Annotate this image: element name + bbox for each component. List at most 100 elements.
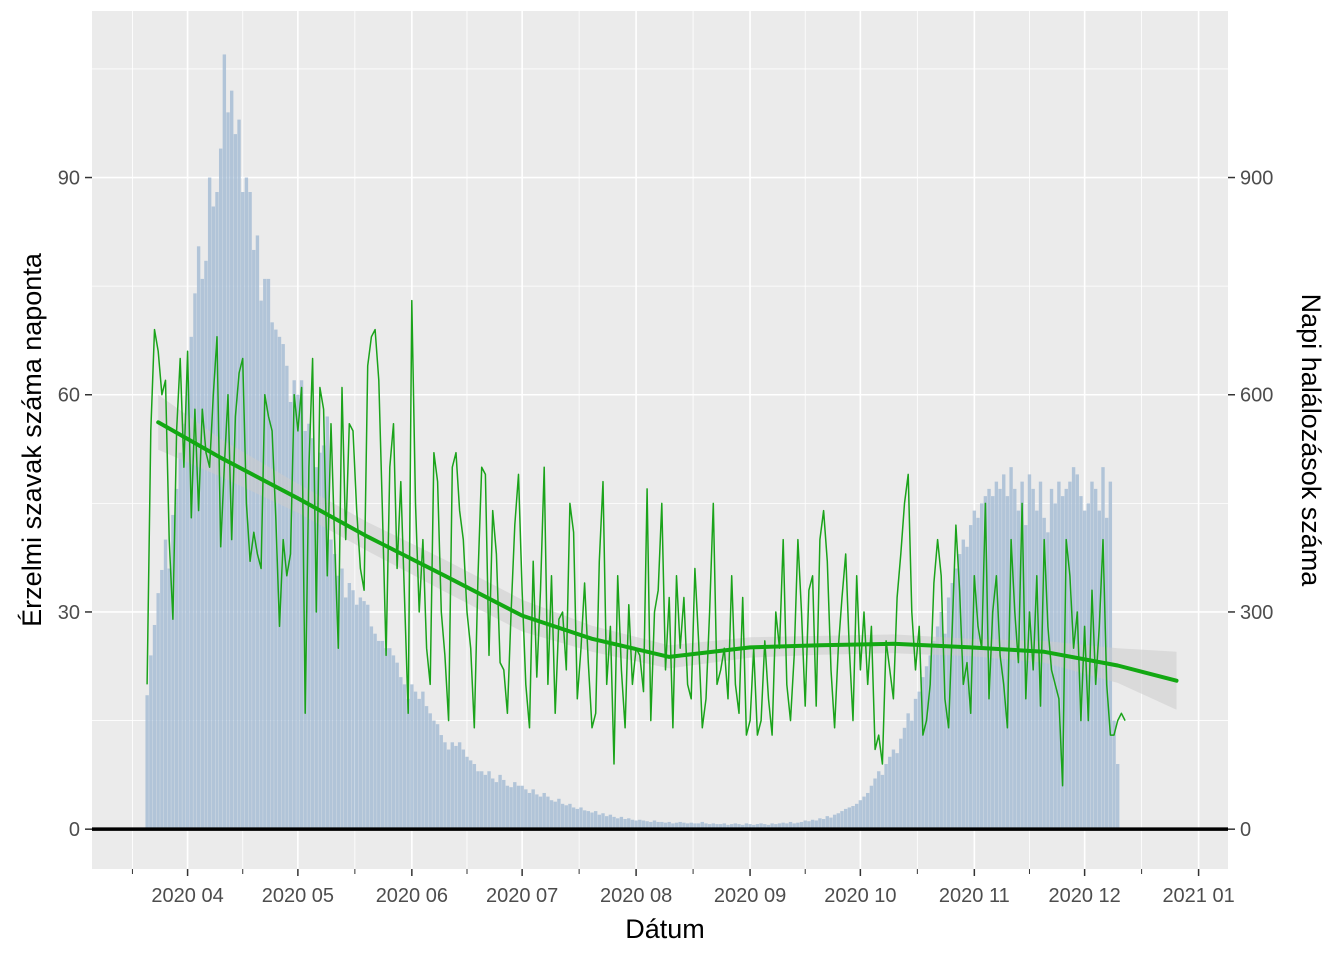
- death-bar: [586, 811, 591, 830]
- death-bar: [428, 713, 432, 830]
- left-axis-title: Érzelmi szavak száma naponta: [17, 252, 47, 627]
- death-bar: [380, 640, 385, 830]
- death-bar: [792, 823, 796, 830]
- death-bar: [707, 824, 712, 830]
- death-bar: [450, 742, 454, 830]
- death-bar: [807, 821, 811, 830]
- death-bar: [215, 192, 219, 830]
- death-bar: [774, 824, 778, 830]
- death-bar: [391, 655, 396, 830]
- death-bar: [399, 677, 403, 830]
- death-bar: [575, 808, 579, 830]
- death-bar: [818, 818, 822, 830]
- death-bar: [406, 698, 410, 830]
- death-bar: [524, 789, 528, 830]
- right-tick-label: 900: [1240, 168, 1273, 190]
- death-bar: [296, 394, 300, 830]
- death-bar: [888, 756, 892, 830]
- death-bar: [321, 445, 326, 830]
- death-bar: [825, 816, 829, 830]
- death-bar: [711, 823, 715, 830]
- death-bar: [270, 322, 274, 830]
- smooth-trend-line: [156, 420, 1179, 683]
- death-bar: [733, 823, 738, 830]
- death-bar: [358, 597, 363, 830]
- death-bar: [612, 816, 616, 830]
- death-bar: [689, 822, 693, 830]
- death-bar: [597, 814, 602, 830]
- death-bar: [1005, 496, 1010, 830]
- death-bar: [939, 611, 943, 830]
- death-bar: [274, 329, 278, 830]
- death-bar: [582, 810, 587, 830]
- death-bar: [163, 539, 168, 830]
- plot-panel: [92, 11, 1228, 869]
- death-bar: [671, 823, 675, 830]
- death-bar: [645, 821, 649, 830]
- x-tick-label: 2020 05: [262, 885, 334, 907]
- death-bar: [748, 824, 752, 830]
- right-tick-label: 300: [1240, 602, 1273, 624]
- death-bar: [899, 738, 903, 830]
- death-bar: [483, 774, 488, 830]
- death-bar: [480, 771, 484, 830]
- death-bar: [987, 488, 991, 830]
- death-bar: [502, 779, 506, 830]
- death-bar: [821, 819, 826, 830]
- death-bar: [652, 820, 657, 830]
- death-bar: [351, 590, 355, 830]
- death-bar: [593, 811, 598, 830]
- death-bar: [862, 796, 866, 830]
- death-bar: [770, 823, 774, 830]
- death-bar: [983, 496, 988, 830]
- death-bar: [340, 568, 344, 830]
- death-bar: [171, 514, 175, 830]
- death-bar: [292, 380, 296, 830]
- left-tick-label: 0: [69, 819, 80, 841]
- death-bar: [303, 430, 307, 830]
- death-bar: [343, 597, 348, 830]
- death-bar: [880, 774, 885, 830]
- death-bar: [1046, 532, 1050, 830]
- death-bar: [557, 798, 561, 830]
- death-bar: [796, 822, 800, 830]
- death-bar: [814, 820, 818, 830]
- death-bar: [590, 812, 594, 830]
- death-bar: [395, 662, 399, 830]
- left-tick-label: 90: [58, 168, 80, 190]
- death-bar: [674, 822, 679, 830]
- right-axis-title: Napi halálozások száma: [1296, 294, 1326, 588]
- death-bar: [843, 808, 848, 830]
- death-bar: [718, 824, 723, 830]
- x-tick-label: 2021 01: [1162, 885, 1234, 907]
- death-bar: [744, 823, 749, 830]
- left-tick-label: 60: [58, 385, 80, 407]
- death-bar: [369, 626, 374, 830]
- death-bar: [549, 800, 554, 830]
- death-bar: [196, 246, 201, 830]
- death-bar: [211, 206, 216, 830]
- death-bar: [189, 336, 193, 830]
- death-bar: [810, 819, 815, 830]
- death-bar: [1016, 510, 1021, 830]
- death-bar: [314, 467, 318, 830]
- death-bar: [277, 336, 282, 830]
- death-bar: [553, 801, 557, 830]
- death-bar: [281, 344, 285, 830]
- death-bar: [218, 148, 223, 830]
- x-tick-label: 2020 09: [714, 885, 786, 907]
- death-bar: [627, 818, 631, 830]
- death-bar: [307, 423, 311, 830]
- death-bar: [722, 823, 727, 830]
- death-bar: [476, 771, 480, 830]
- death-bar: [384, 648, 388, 830]
- death-bar: [156, 593, 160, 830]
- death-bar: [535, 794, 539, 830]
- death-bar: [704, 823, 708, 830]
- death-bar: [608, 814, 613, 830]
- death-bar: [145, 695, 149, 830]
- right-tick-label: 600: [1240, 385, 1273, 407]
- death-bar: [667, 821, 671, 830]
- death-bar: [777, 823, 782, 830]
